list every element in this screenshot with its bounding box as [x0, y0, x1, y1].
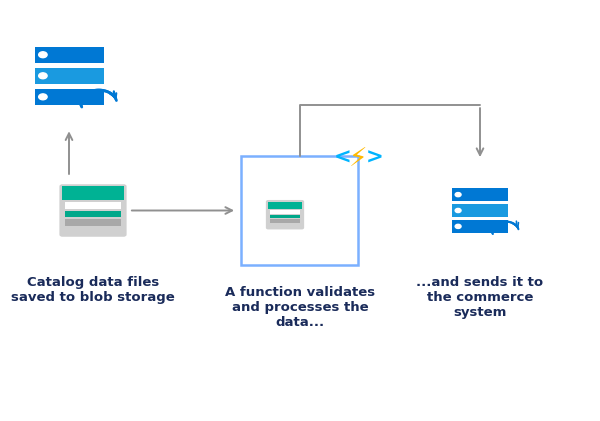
FancyBboxPatch shape — [62, 187, 124, 200]
Circle shape — [455, 208, 461, 213]
FancyBboxPatch shape — [65, 202, 121, 208]
FancyBboxPatch shape — [268, 202, 302, 209]
Text: ...and sends it to
the commerce
system: ...and sends it to the commerce system — [416, 276, 544, 319]
FancyBboxPatch shape — [241, 156, 358, 265]
FancyBboxPatch shape — [35, 89, 104, 105]
FancyBboxPatch shape — [270, 210, 300, 214]
FancyBboxPatch shape — [65, 210, 121, 217]
Text: A function validates
and processes the
data...: A function validates and processes the d… — [225, 286, 375, 329]
FancyBboxPatch shape — [452, 220, 508, 232]
Circle shape — [39, 94, 47, 100]
FancyBboxPatch shape — [35, 68, 104, 84]
Circle shape — [39, 73, 47, 79]
FancyBboxPatch shape — [452, 189, 508, 201]
FancyBboxPatch shape — [452, 204, 508, 217]
FancyBboxPatch shape — [35, 47, 104, 63]
FancyBboxPatch shape — [270, 215, 300, 218]
Circle shape — [455, 192, 461, 197]
FancyBboxPatch shape — [59, 184, 127, 237]
Text: >: > — [365, 148, 383, 168]
Text: ⚡: ⚡ — [349, 147, 368, 173]
Circle shape — [455, 224, 461, 229]
FancyBboxPatch shape — [270, 219, 300, 223]
Circle shape — [39, 52, 47, 58]
Text: Catalog data files
saved to blob storage: Catalog data files saved to blob storage — [11, 276, 175, 304]
Text: <: < — [334, 148, 352, 168]
FancyBboxPatch shape — [266, 200, 304, 229]
FancyBboxPatch shape — [65, 219, 121, 226]
